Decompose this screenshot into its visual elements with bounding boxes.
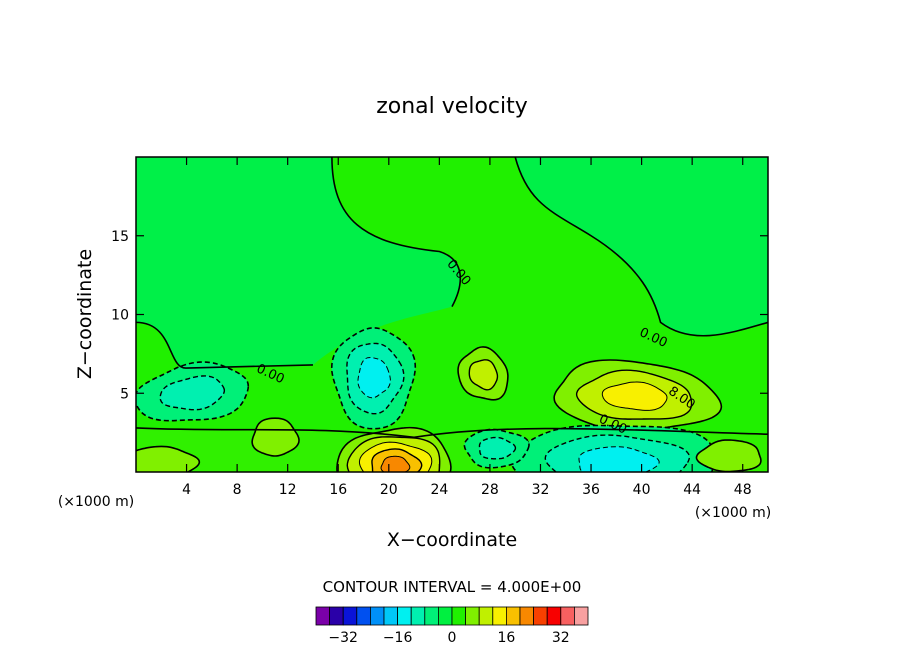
- contour-line-zero: [514, 157, 768, 337]
- contour-line: [578, 446, 660, 472]
- x-axis-title: X−coordinate: [387, 529, 517, 551]
- x-tick-label: 28: [481, 482, 499, 498]
- colorbar-tick-label: −16: [383, 630, 413, 646]
- colorbar-swatch: [546, 606, 562, 626]
- colorbar-swatch: [560, 606, 575, 626]
- contour-line: [251, 417, 300, 457]
- x-tick-label: 40: [633, 482, 651, 498]
- x-axis: 4 8 12 16 20 24 28 32 36 40 44 48: [182, 157, 752, 498]
- contour-line: [159, 375, 226, 411]
- colorbar-swatch: [478, 606, 494, 626]
- x-tick-label: 32: [532, 482, 550, 498]
- y-axis: 5 10 15: [111, 229, 768, 402]
- colorbar-swatch: [424, 606, 439, 626]
- contour-line: [695, 439, 762, 472]
- colorbar-tick-label: 32: [552, 630, 570, 646]
- contour-band-upper-left: [136, 157, 461, 369]
- colorbar-swatch: [410, 606, 426, 626]
- chart-title: zonal velocity: [376, 94, 528, 119]
- y-tick-label: 15: [111, 229, 129, 245]
- colorbar-swatch: [397, 606, 412, 626]
- colorbar-swatch: [329, 606, 344, 626]
- x-unit-left: (×1000 m): [58, 494, 134, 510]
- contour-line-zero: [136, 321, 313, 369]
- x-tick-label: 20: [380, 482, 398, 498]
- plot-area: 0.000.000.000.008.00: [136, 157, 768, 472]
- contour-interval-text: CONTOUR INTERVAL = 4.000E+00: [323, 578, 582, 596]
- colorbar-swatch: [505, 606, 521, 626]
- y-tick-label: 10: [111, 308, 129, 324]
- x-unit-right: (×1000 m): [695, 505, 771, 521]
- colorbar-tick-label: 0: [448, 630, 457, 646]
- x-tick-label: 48: [734, 482, 752, 498]
- colorbar-tick-label: 16: [497, 630, 515, 646]
- colorbar: −32 −16 0 16 32: [315, 606, 589, 646]
- x-tick-label: 8: [233, 482, 242, 498]
- colorbar-swatch: [533, 606, 548, 626]
- colorbar-tick-label: −32: [328, 630, 358, 646]
- contour-band-upper-right: [515, 157, 768, 336]
- x-tick-label: 4: [182, 482, 191, 498]
- colorbar-swatch: [519, 606, 535, 626]
- y-tick-label: 5: [120, 386, 129, 402]
- x-tick-label: 24: [430, 482, 448, 498]
- contour-line-zero: [331, 157, 462, 308]
- contour-line-zero: [136, 427, 768, 439]
- colorbar-swatch: [315, 606, 331, 626]
- contour-line: [468, 359, 499, 391]
- colorbar-swatch: [451, 606, 467, 626]
- colorbar-swatch: [383, 606, 399, 626]
- contour-line: [478, 436, 517, 460]
- colorbar-swatch: [369, 606, 385, 626]
- x-tick-label: 44: [683, 482, 701, 498]
- contour-line: [136, 445, 201, 472]
- contour-line: [601, 381, 668, 411]
- colorbar-swatch: [437, 606, 453, 626]
- contour-line: [357, 356, 391, 399]
- colorbar-swatch: [574, 606, 589, 626]
- y-axis-title: Z−coordinate: [74, 249, 96, 379]
- x-tick-label: 36: [582, 482, 600, 498]
- x-tick-label: 16: [329, 482, 347, 498]
- colorbar-swatch: [342, 606, 358, 626]
- x-tick-label: 12: [279, 482, 297, 498]
- colorbar-swatch: [492, 606, 507, 626]
- colorbar-swatch: [356, 606, 371, 626]
- colorbar-swatch: [465, 606, 480, 626]
